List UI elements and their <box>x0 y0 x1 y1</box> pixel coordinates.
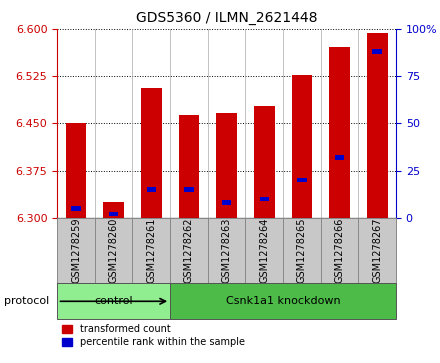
Text: Csnk1a1 knockdown: Csnk1a1 knockdown <box>226 296 341 306</box>
Bar <box>292 75 312 218</box>
Bar <box>335 155 344 160</box>
Text: GSM1278267: GSM1278267 <box>372 218 382 283</box>
Title: GDS5360 / ILMN_2621448: GDS5360 / ILMN_2621448 <box>136 11 317 25</box>
Bar <box>71 206 81 211</box>
Bar <box>103 202 124 218</box>
Bar <box>367 33 388 218</box>
Bar <box>216 113 237 218</box>
Bar <box>147 187 156 192</box>
Bar <box>57 283 170 319</box>
Bar <box>179 115 199 218</box>
Bar <box>170 283 396 319</box>
Bar <box>373 49 382 54</box>
Text: GSM1278261: GSM1278261 <box>147 218 156 283</box>
Text: GSM1278263: GSM1278263 <box>222 218 231 283</box>
Bar <box>358 218 396 283</box>
Bar <box>109 212 118 216</box>
Bar <box>297 178 307 183</box>
Bar <box>184 187 194 192</box>
Bar <box>66 123 86 218</box>
Bar <box>57 218 95 283</box>
Text: GSM1278260: GSM1278260 <box>109 218 119 283</box>
Bar <box>170 218 208 283</box>
Legend: transformed count, percentile rank within the sample: transformed count, percentile rank withi… <box>62 324 245 347</box>
Text: control: control <box>94 296 133 306</box>
Text: protocol: protocol <box>4 296 50 306</box>
Bar <box>132 218 170 283</box>
Bar <box>222 200 231 205</box>
Bar <box>254 106 275 218</box>
Text: GSM1278266: GSM1278266 <box>334 218 345 283</box>
Text: GSM1278262: GSM1278262 <box>184 218 194 283</box>
Bar <box>141 87 161 218</box>
Bar <box>321 218 358 283</box>
Text: GSM1278264: GSM1278264 <box>259 218 269 283</box>
Bar <box>208 218 246 283</box>
Text: GSM1278265: GSM1278265 <box>297 218 307 283</box>
Bar <box>95 218 132 283</box>
Bar <box>246 218 283 283</box>
Bar <box>283 218 321 283</box>
Bar <box>260 196 269 201</box>
Text: GSM1278259: GSM1278259 <box>71 218 81 283</box>
Bar <box>329 47 350 218</box>
